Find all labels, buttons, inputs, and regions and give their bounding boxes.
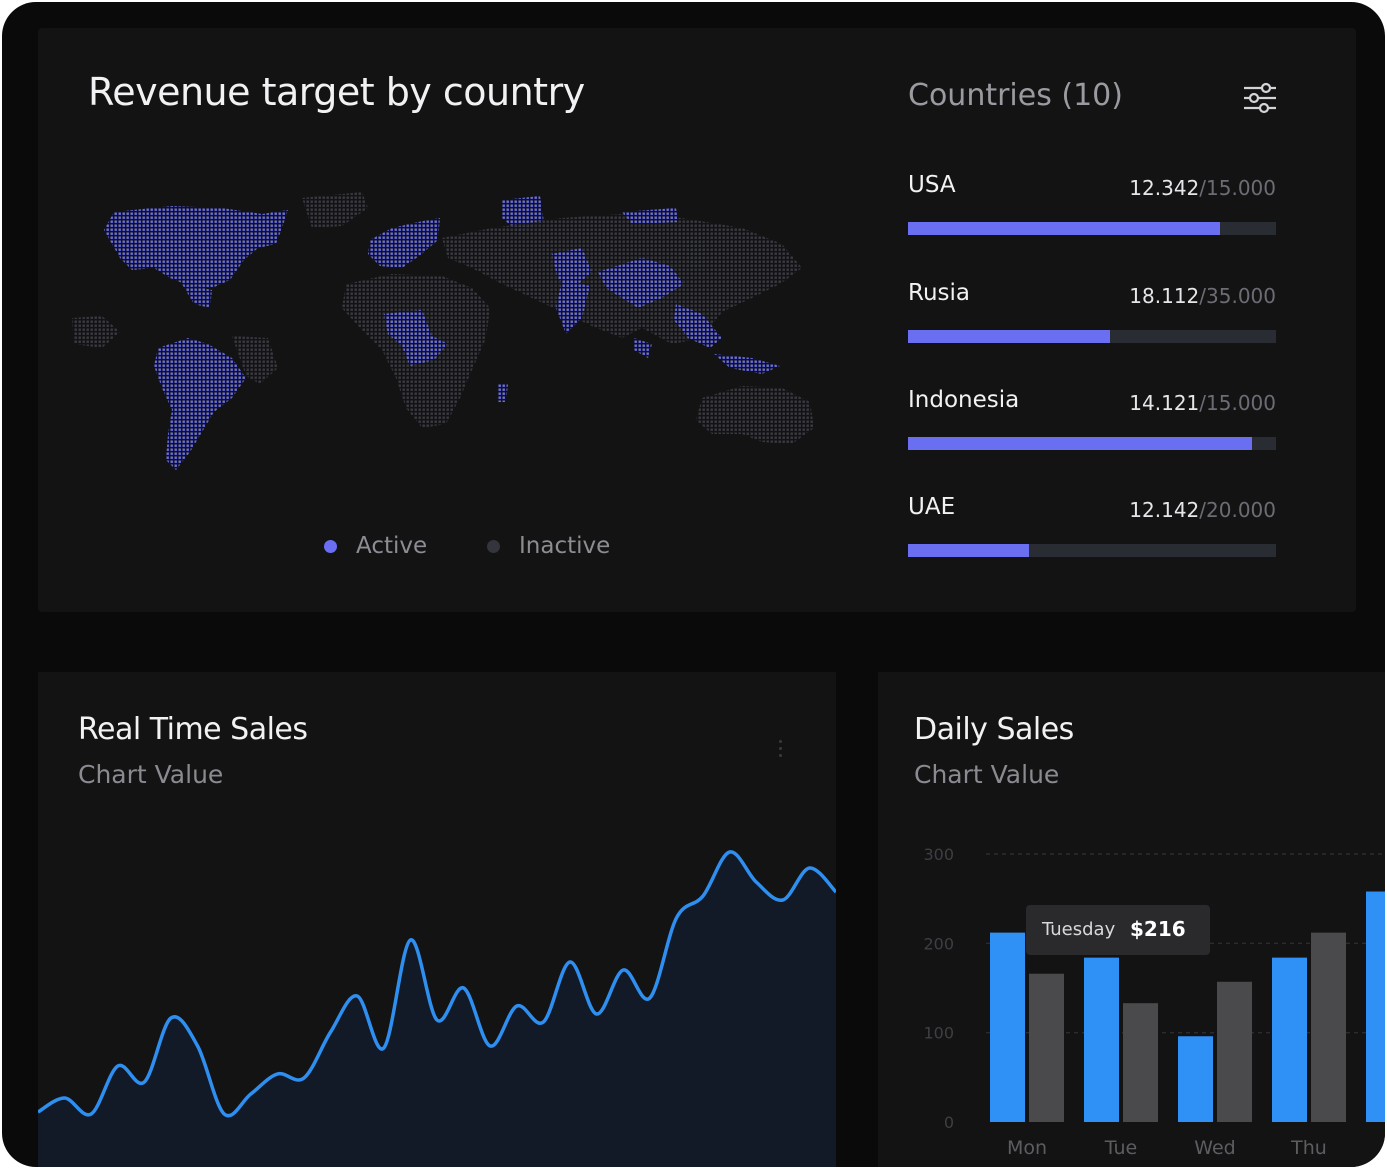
bar-wed-secondary[interactable]: [1217, 981, 1252, 1122]
x-tick-label: Thu: [1290, 1137, 1327, 1159]
bar-thu-primary[interactable]: [1272, 957, 1307, 1122]
country-target: 15.000: [1206, 391, 1276, 415]
daily-sales-title: Daily Sales: [914, 712, 1074, 747]
country-current: 12.142: [1129, 498, 1200, 522]
country-target: 35.000: [1206, 284, 1276, 308]
legend-active-dot: [324, 540, 337, 553]
y-tick-label: 200: [923, 934, 954, 953]
bar-tue-secondary[interactable]: [1123, 1003, 1158, 1122]
country-value-uae: 12.142/20.000: [1062, 498, 1276, 522]
progress-fill-usa: [908, 222, 1220, 235]
country-name-usa: USA: [908, 172, 956, 198]
x-tick-label: Tue: [1104, 1137, 1137, 1159]
country-current: 14.121: [1129, 391, 1200, 415]
map-australia: [696, 386, 814, 444]
country-name-uae: UAE: [908, 494, 956, 520]
country-current: 18.112: [1129, 284, 1200, 308]
map-asia: [442, 208, 802, 374]
progress-track-rusia: [908, 330, 1276, 343]
value-separator: /: [1199, 498, 1207, 522]
value-separator: /: [1199, 391, 1207, 415]
country-value-indonesia: 14.121/15.000: [1062, 391, 1276, 415]
country-value-usa: 12.342/15.000: [1062, 176, 1276, 200]
chart-tooltip: Tuesday $216: [1026, 905, 1210, 955]
country-current: 12.342: [1129, 176, 1200, 200]
daily-sales-chart: 0 100 200 300 Mon Tue Wed Thu: [923, 845, 1385, 1159]
progress-fill-rusia: [908, 330, 1110, 343]
country-name-rusia: Rusia: [908, 280, 970, 306]
filter-icon[interactable]: [1240, 78, 1280, 114]
world-map: [72, 192, 814, 470]
bar-tue-primary[interactable]: [1084, 957, 1119, 1122]
country-target: 15.000: [1206, 176, 1276, 200]
map-caribbean: [72, 316, 120, 348]
value-separator: /: [1199, 176, 1207, 200]
legend-inactive-dot: [487, 540, 500, 553]
x-tick-label: Mon: [1007, 1137, 1047, 1159]
map-north-america: [104, 206, 288, 308]
more-options-icon[interactable]: [777, 736, 783, 766]
value-separator: /: [1199, 284, 1207, 308]
map-south-inactive: [232, 336, 278, 384]
countries-header: Countries (10): [908, 78, 1123, 113]
map-africa: [342, 274, 508, 428]
tooltip-day: Tuesday: [1042, 919, 1116, 940]
bar-wed-primary[interactable]: [1178, 1036, 1213, 1122]
country-name-indonesia: Indonesia: [908, 387, 1020, 413]
bar-next-primary[interactable]: [1366, 891, 1385, 1122]
legend-active-label: Active: [356, 533, 428, 559]
rts-area-fill: [38, 851, 836, 1167]
daily-sales-subtitle: Chart Value: [914, 760, 1060, 789]
y-tick-label: 0: [944, 1113, 954, 1132]
progress-track-usa: [908, 222, 1276, 235]
progress-fill-indonesia: [908, 437, 1253, 450]
map-greenland: [302, 192, 368, 228]
tooltip-amount: $216: [1130, 917, 1186, 941]
progress-track-indonesia: [908, 437, 1276, 450]
legend-inactive-label: Inactive: [519, 533, 611, 559]
map-south-america: [154, 338, 246, 470]
revenue-title: Revenue target by country: [88, 70, 585, 114]
y-tick-label: 300: [923, 845, 954, 864]
bar-mon-secondary[interactable]: [1029, 973, 1064, 1122]
country-value-rusia: 18.112/35.000: [1062, 284, 1276, 308]
real-time-sales-title: Real Time Sales: [78, 712, 308, 747]
rts-series-line: [38, 850, 836, 1118]
real-time-sales-subtitle: Chart Value: [78, 760, 224, 789]
x-tick-label: Wed: [1194, 1137, 1235, 1159]
country-target: 20.000: [1206, 498, 1276, 522]
y-tick-label: 100: [923, 1024, 954, 1043]
real-time-sales-chart: [38, 850, 836, 1167]
bar-thu-secondary[interactable]: [1311, 932, 1346, 1122]
progress-fill-uae: [908, 544, 1030, 557]
bar-mon-primary[interactable]: [990, 932, 1025, 1122]
progress-track-uae: [908, 544, 1276, 557]
